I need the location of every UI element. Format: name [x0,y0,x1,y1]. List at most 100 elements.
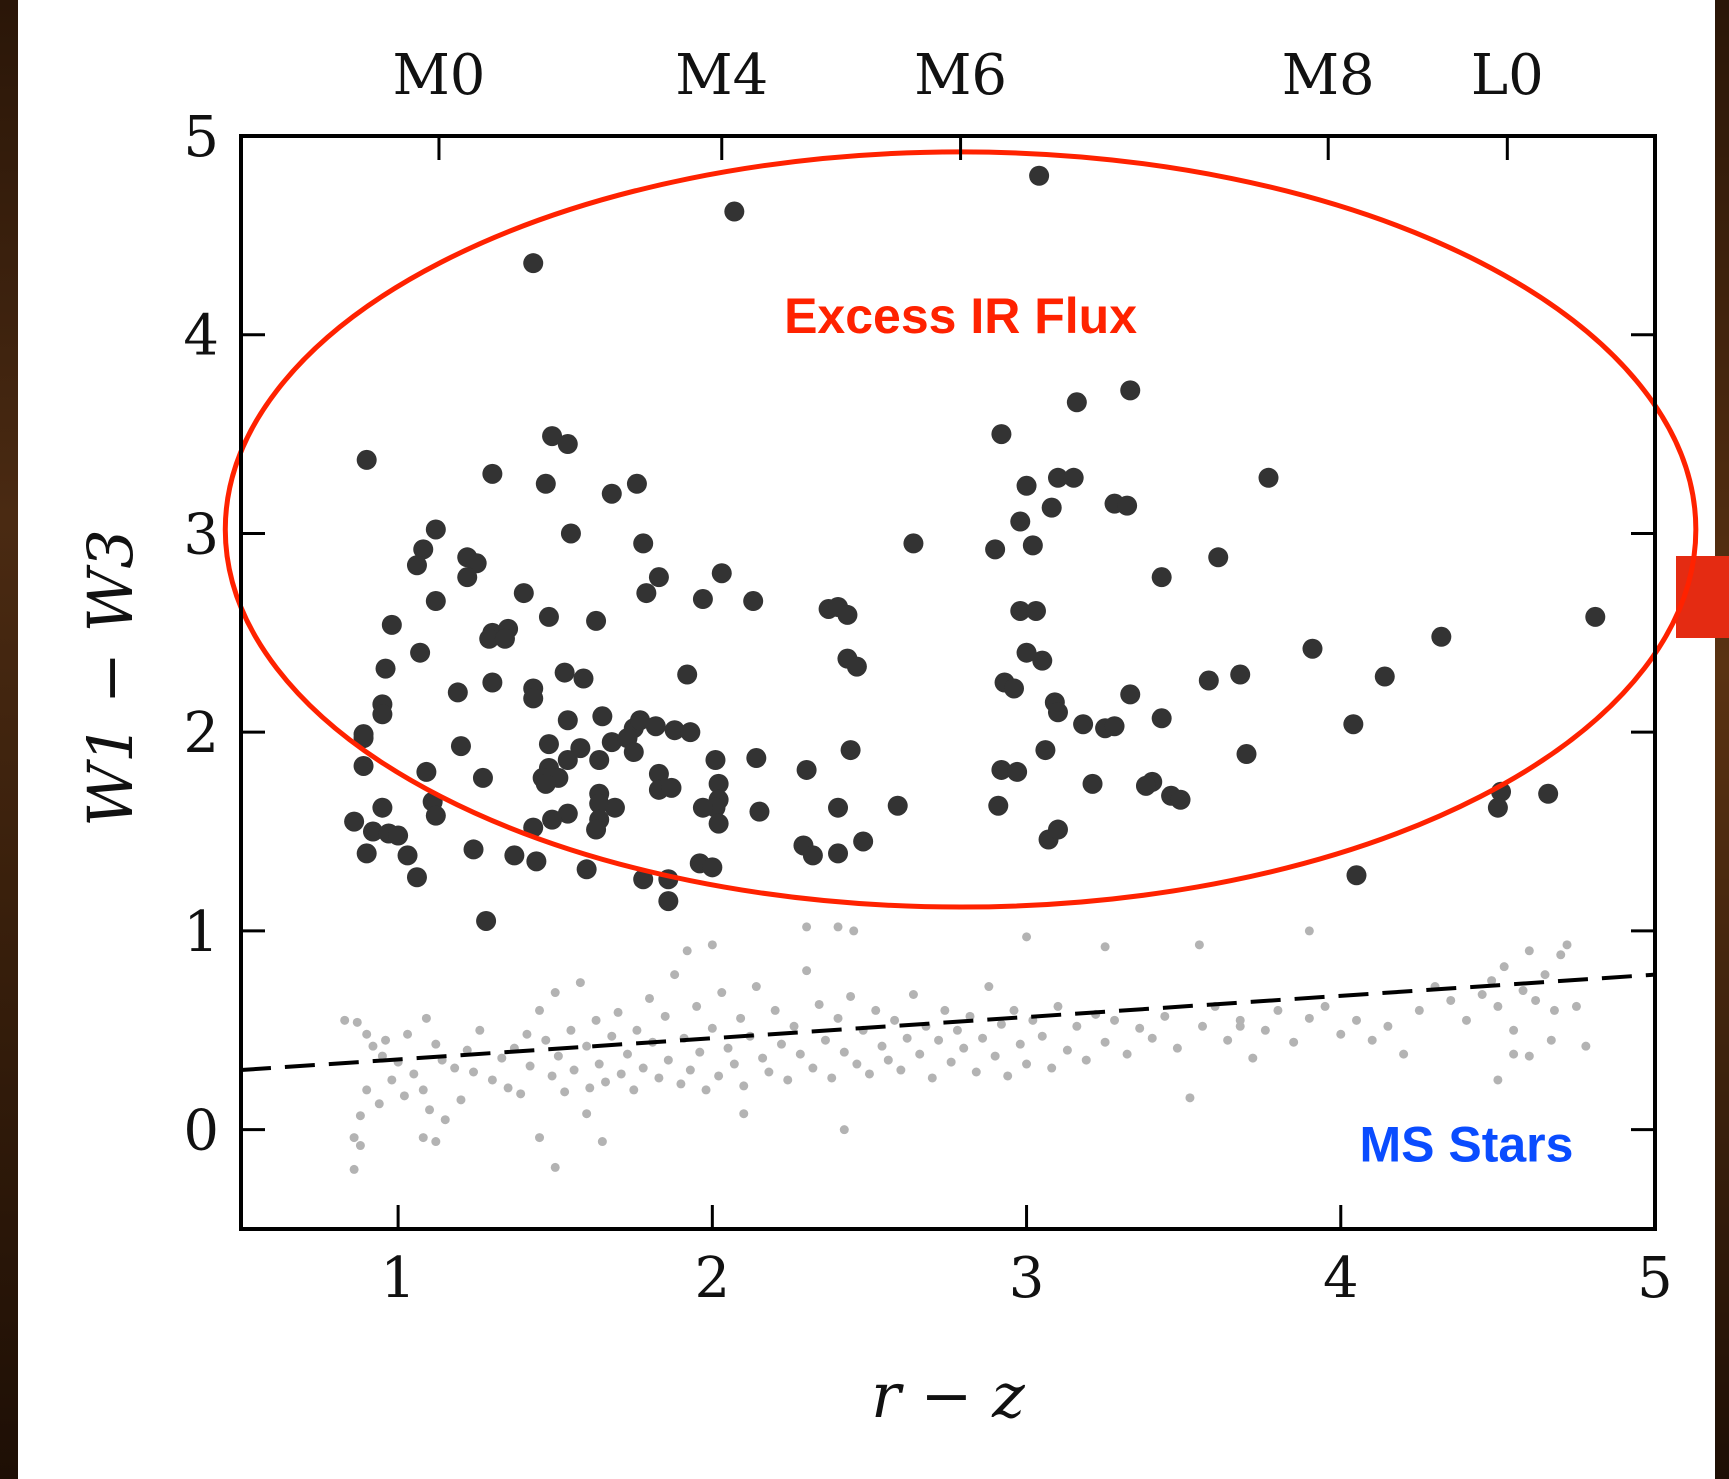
excess-ir-point [1120,684,1141,705]
ms-star-point [660,1011,670,1021]
excess-ir-point [837,604,858,625]
excess-ir-point [846,656,867,677]
ms-star-point [503,1083,513,1093]
ms-star-point [362,1085,372,1095]
y-tick-label: 3 [183,502,219,567]
excess-ir-point [692,797,713,818]
excess-ir-point [1003,678,1024,699]
excess-ir-point [406,555,427,576]
ms-star-point [440,1115,450,1125]
x-axis-label: r − z [871,1359,1025,1432]
ms-star-point [736,1013,746,1023]
ms-star-point [1185,1093,1195,1103]
ms-star-point [516,1089,526,1099]
background-right-edge [1715,0,1729,1479]
x-tick-labels: 1 2 3 4 5 [380,1246,1673,1311]
excess-ir-point [711,563,732,584]
ms-star-point [418,1133,428,1143]
ms-star-point [616,1069,626,1079]
excess-ir-point [840,740,861,761]
excess-ir-point [1374,666,1395,687]
excess-ir-point [985,539,1006,560]
ms-star-point [462,1045,472,1055]
ms-star-point [1524,946,1534,956]
excess-ir-point [746,748,767,769]
excess-ir-point [636,583,657,604]
excess-ir-point [554,662,575,683]
excess-ir-point [425,591,446,612]
excess-ir-point [589,793,610,814]
excess-ir-point [589,750,610,771]
ms-star-point [575,978,585,988]
excess-ir-point [648,567,669,588]
ms-star-point [839,1125,849,1135]
ms-star-point [802,966,812,976]
ms-star-point [654,1073,664,1083]
top-axis-labels: M0 M4 M6 M8 L0 [392,43,1543,108]
x-tick-label: 3 [1009,1246,1045,1311]
excess-ir-point [1063,467,1084,488]
excess-ir-point [406,867,427,888]
ms-star-point [1009,1005,1019,1015]
x-tick-label: 2 [695,1246,731,1311]
ms-star-point [890,1015,900,1025]
ms-star-point [569,1065,579,1075]
excess-ir-point [677,664,698,685]
excess-ir-point [586,610,607,631]
ms-star-point [1273,1005,1283,1015]
dashed-trend-line [240,972,1656,1073]
excess-ir-point [1082,773,1103,794]
ms-star-point [560,1087,570,1097]
ms-star-point [877,1041,887,1051]
ms-star-point [1571,1001,1581,1011]
excess-ir-point [601,732,622,753]
ms-star-point [541,1035,551,1045]
excess-ir-point [633,869,654,890]
excess-ir-point [413,539,434,560]
ms-star-point [535,1005,545,1015]
excess-ir-point [1151,708,1172,729]
excess-ir-point [903,533,924,554]
ms-star-point [1235,1021,1245,1031]
excess-ir-point [570,738,591,759]
ms-star-point [814,999,824,1009]
ms-star-point [1367,1035,1377,1045]
ms-star-point [1509,1049,1519,1059]
excess-ir-point [1010,511,1031,532]
ms-star-point [1100,1037,1110,1047]
excess-ir-point [353,728,374,749]
excess-ir-point [1029,165,1050,186]
ms-star-point [497,1053,507,1063]
excess-ir-point [560,523,581,544]
ms-star-point [1047,1063,1057,1073]
y-tick-label: 5 [183,105,219,170]
ms-star-point [663,1055,673,1065]
x-tick-label: 1 [380,1246,416,1311]
ms-star-point [638,1063,648,1073]
excess-ir-point [557,434,578,455]
spectral-type-label: M4 [675,43,768,108]
excess-ir-point [1066,392,1087,413]
ms-star-point [585,1083,595,1093]
ms-star-point [1160,1011,1170,1021]
ms-star-point [971,1067,981,1077]
ms-star-point [717,988,727,998]
ms-star-point [475,1025,485,1035]
ms-star-point [908,990,918,1000]
ms-star-point [1062,1045,1072,1055]
ms-star-point [739,1109,749,1119]
ms-star-point [990,1051,1000,1061]
ms-star-point [1223,1035,1233,1045]
ms-star-point [409,1069,419,1079]
excess-ir-point [1016,642,1037,663]
excess-ir-point [1135,775,1156,796]
ms-star-point [996,1019,1006,1029]
ms-star-point [355,1141,365,1151]
excess-ir-point [542,426,563,447]
ms-star-point [566,1025,576,1035]
ms-star-point [758,1053,768,1063]
ms-star-point [789,1021,799,1031]
excess-ir-point [828,797,849,818]
excess-ir-point [664,720,685,741]
ms-star-point [487,1075,497,1085]
